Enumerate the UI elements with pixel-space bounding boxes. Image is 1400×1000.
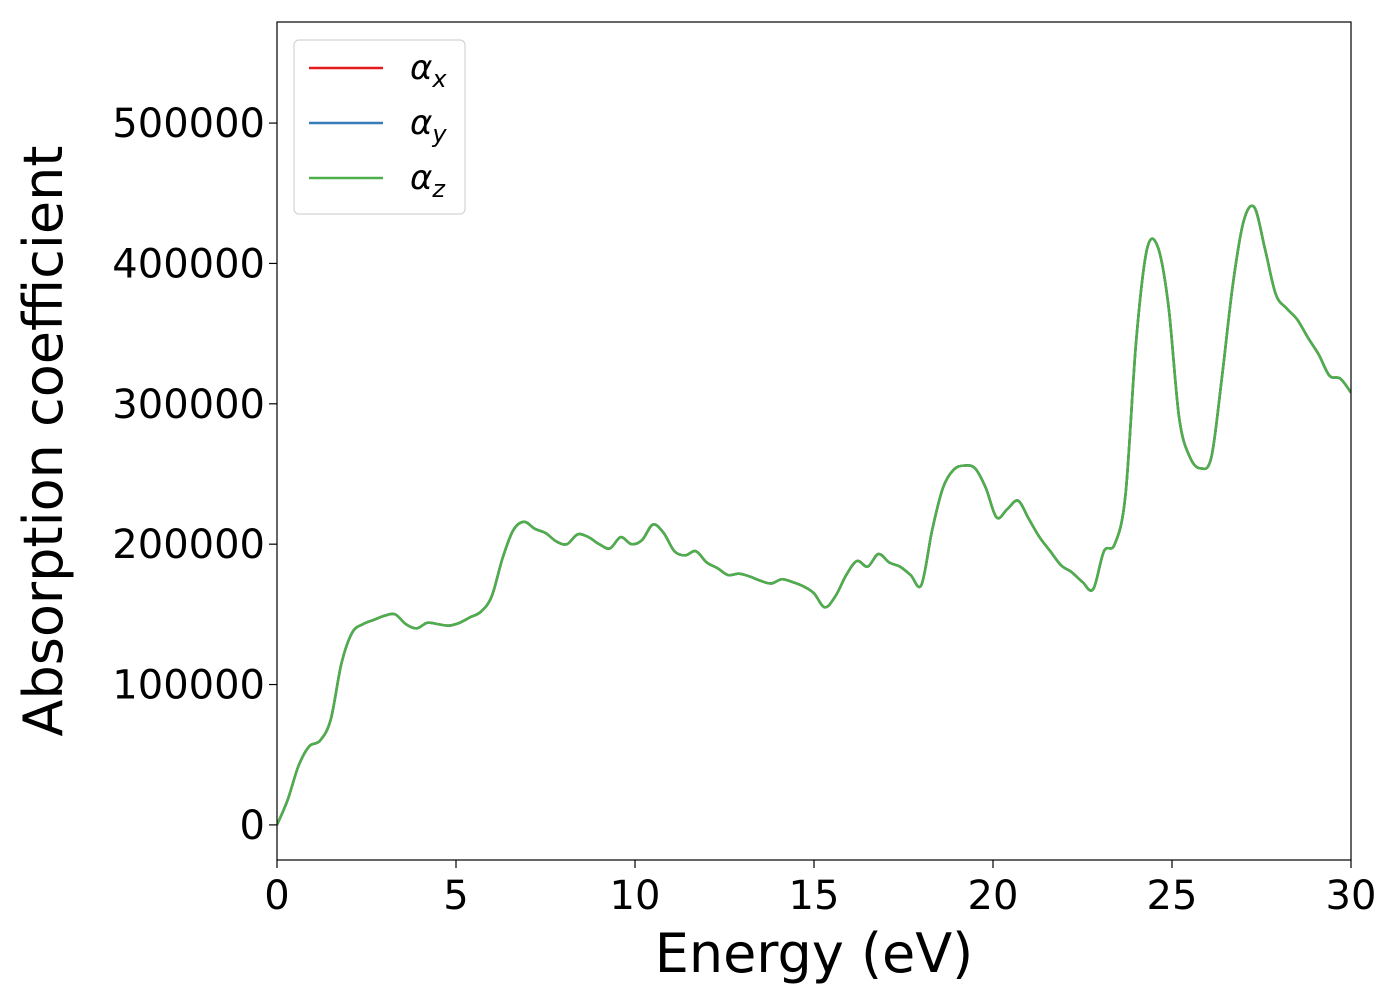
y-tick-label: 100000 xyxy=(112,663,265,709)
plot-area xyxy=(277,204,1351,826)
series-line-alpha-z xyxy=(277,204,1351,826)
x-axis-label: Energy (eV) xyxy=(655,922,974,985)
y-tick-label: 300000 xyxy=(112,382,265,428)
x-tick-label: 25 xyxy=(1147,873,1198,919)
y-tick-label: 500000 xyxy=(112,101,265,147)
axes: 0 5 10 15 20 25 30 0 100000 200000 300000 400000 500… xyxy=(112,21,1377,919)
y-tick-label: 0 xyxy=(240,803,265,849)
y-tick-label: 200000 xyxy=(112,522,265,568)
legend-label: αy xyxy=(410,103,447,148)
x-tick-label: 10 xyxy=(610,873,661,919)
series-line-alpha-x xyxy=(277,204,1351,826)
x-tick-label: 15 xyxy=(789,873,840,919)
x-tick-label: 5 xyxy=(443,873,468,919)
x-tick-label: 0 xyxy=(264,873,289,919)
series-line-alpha-y xyxy=(277,204,1351,826)
x-tick-label: 20 xyxy=(968,873,1019,919)
y-axis-label: Absorption coefficient xyxy=(12,146,75,737)
x-tick-label: 30 xyxy=(1326,873,1377,919)
legend-box xyxy=(293,39,466,215)
legend: αx αy αz xyxy=(293,39,466,215)
legend-label: αz xyxy=(410,158,446,203)
y-tick-label: 400000 xyxy=(112,241,265,287)
legend-label: αx xyxy=(410,48,447,93)
